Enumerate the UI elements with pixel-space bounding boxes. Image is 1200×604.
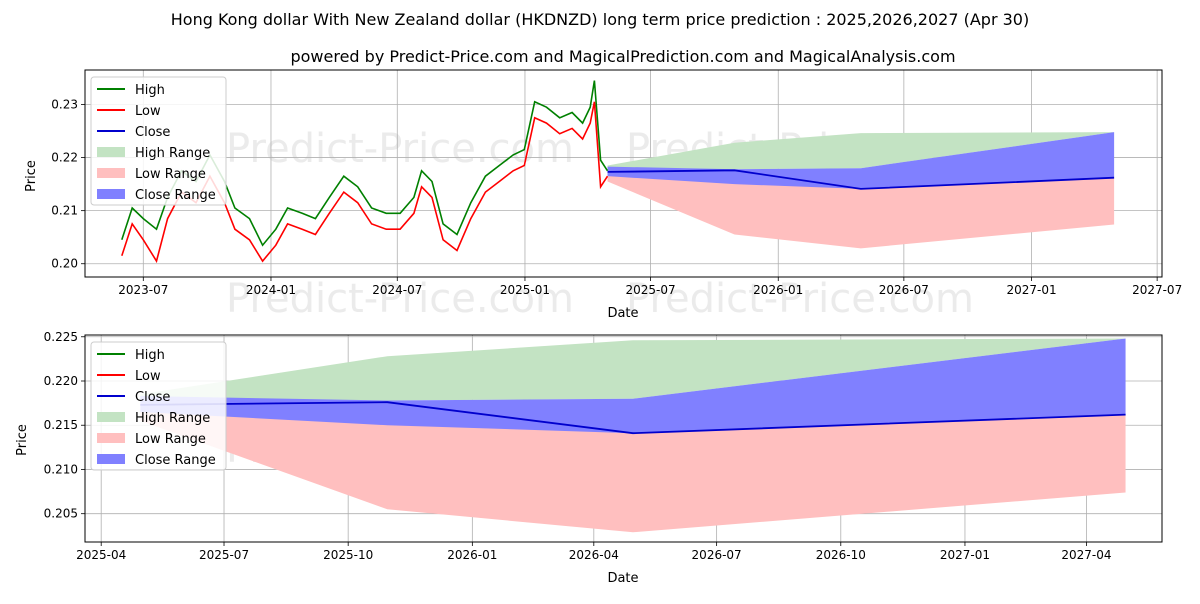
y-tick-label: 0.20 — [51, 257, 78, 271]
y-tick-label: 0.21 — [51, 204, 78, 218]
y-axis-label: Price — [24, 160, 39, 192]
x-axis-label: Date — [607, 306, 638, 321]
y-tick-label: 0.215 — [44, 418, 78, 432]
x-tick-label: 2026-01 — [447, 548, 497, 562]
x-tick-label: 2025-07 — [199, 548, 249, 562]
x-tick-label: 2025-07 — [625, 283, 675, 297]
plot-frame — [84, 69, 1163, 278]
legend-patch-swatch — [97, 454, 125, 464]
y-tick-label: 0.22 — [51, 151, 78, 165]
legend-label: Low Range — [135, 432, 206, 447]
chart-title: Hong Kong dollar With New Zealand dollar… — [171, 10, 1029, 29]
x-tick-label: 2026-01 — [753, 283, 803, 297]
long-term-chart: Predict-Price.com Predict-Price.com Pred… — [24, 69, 1182, 322]
legend-label: Low — [135, 369, 161, 384]
y-axis-label: Price — [15, 424, 30, 456]
y-tick-label: 0.220 — [44, 374, 78, 388]
legend-label: Low — [135, 104, 161, 119]
x-tick-label: 2025-01 — [500, 283, 550, 297]
legend-patch-swatch — [97, 412, 125, 422]
x-tick-label: 2023-07 — [118, 283, 168, 297]
x-tick-label: 2024-01 — [246, 283, 296, 297]
legend-patch-swatch — [97, 433, 125, 443]
close-range-band — [140, 338, 1126, 434]
x-tick-label: 2026-04 — [569, 548, 619, 562]
legend-label: Close — [135, 390, 170, 405]
close-series-line — [607, 169, 1115, 190]
y-tick-label: 0.225 — [44, 330, 78, 344]
legend-patch-swatch — [97, 147, 125, 157]
y-tick-label: 0.23 — [51, 98, 78, 112]
legend-label: Close — [135, 125, 170, 140]
legend: High Low Close High Range Low Range Close Ran… — [90, 76, 227, 206]
low-range-band — [607, 172, 1115, 249]
x-tick-label: 2025-10 — [323, 548, 373, 562]
legend-label: Close Range — [135, 188, 216, 203]
watermark: Predict-Price.com — [626, 276, 974, 322]
x-tick-label: 2027-01 — [1006, 283, 1056, 297]
plot-frame — [84, 334, 1163, 543]
watermark: Predict-Price.com — [226, 126, 574, 172]
x-tick-label: 2025-04 — [76, 548, 126, 562]
x-tick-label: 2026-07 — [692, 548, 742, 562]
legend-label: High Range — [135, 411, 210, 426]
x-tick-label: 2026-07 — [879, 283, 929, 297]
legend-label: High — [135, 348, 165, 363]
high-range-band — [140, 338, 1126, 401]
y-tick-label: 0.205 — [44, 507, 78, 521]
high-range-band — [607, 132, 1115, 170]
legend: High Low Close High Range Low Range Close Ran… — [90, 341, 227, 471]
x-tick-label: 2026-10 — [816, 548, 866, 562]
x-tick-label: 2027-01 — [940, 548, 990, 562]
y-tick-label: 0.210 — [44, 462, 78, 476]
close-series-line — [140, 401, 1126, 435]
close-range-band — [607, 132, 1115, 189]
plot-area — [121, 80, 1115, 264]
legend-patch-swatch — [97, 189, 125, 199]
legend-label: Close Range — [135, 453, 216, 468]
forecast-zoom-chart: Predict-Price.com Predict-Price.com 2025… — [15, 330, 1163, 586]
low-range-band — [140, 406, 1126, 533]
x-tick-label: 2027-07 — [1132, 283, 1182, 297]
plot-area — [140, 338, 1126, 533]
legend-patch-swatch — [97, 168, 125, 178]
chart-subtitle: powered by Predict-Price.com and Magical… — [290, 47, 955, 66]
x-axis-label: Date — [607, 571, 638, 586]
x-tick-label: 2024-07 — [372, 283, 422, 297]
legend-label: High Range — [135, 146, 210, 161]
legend-label: Low Range — [135, 167, 206, 182]
x-tick-label: 2027-04 — [1061, 548, 1111, 562]
legend-label: High — [135, 83, 165, 98]
watermark: Predict-Price.com — [226, 276, 574, 322]
